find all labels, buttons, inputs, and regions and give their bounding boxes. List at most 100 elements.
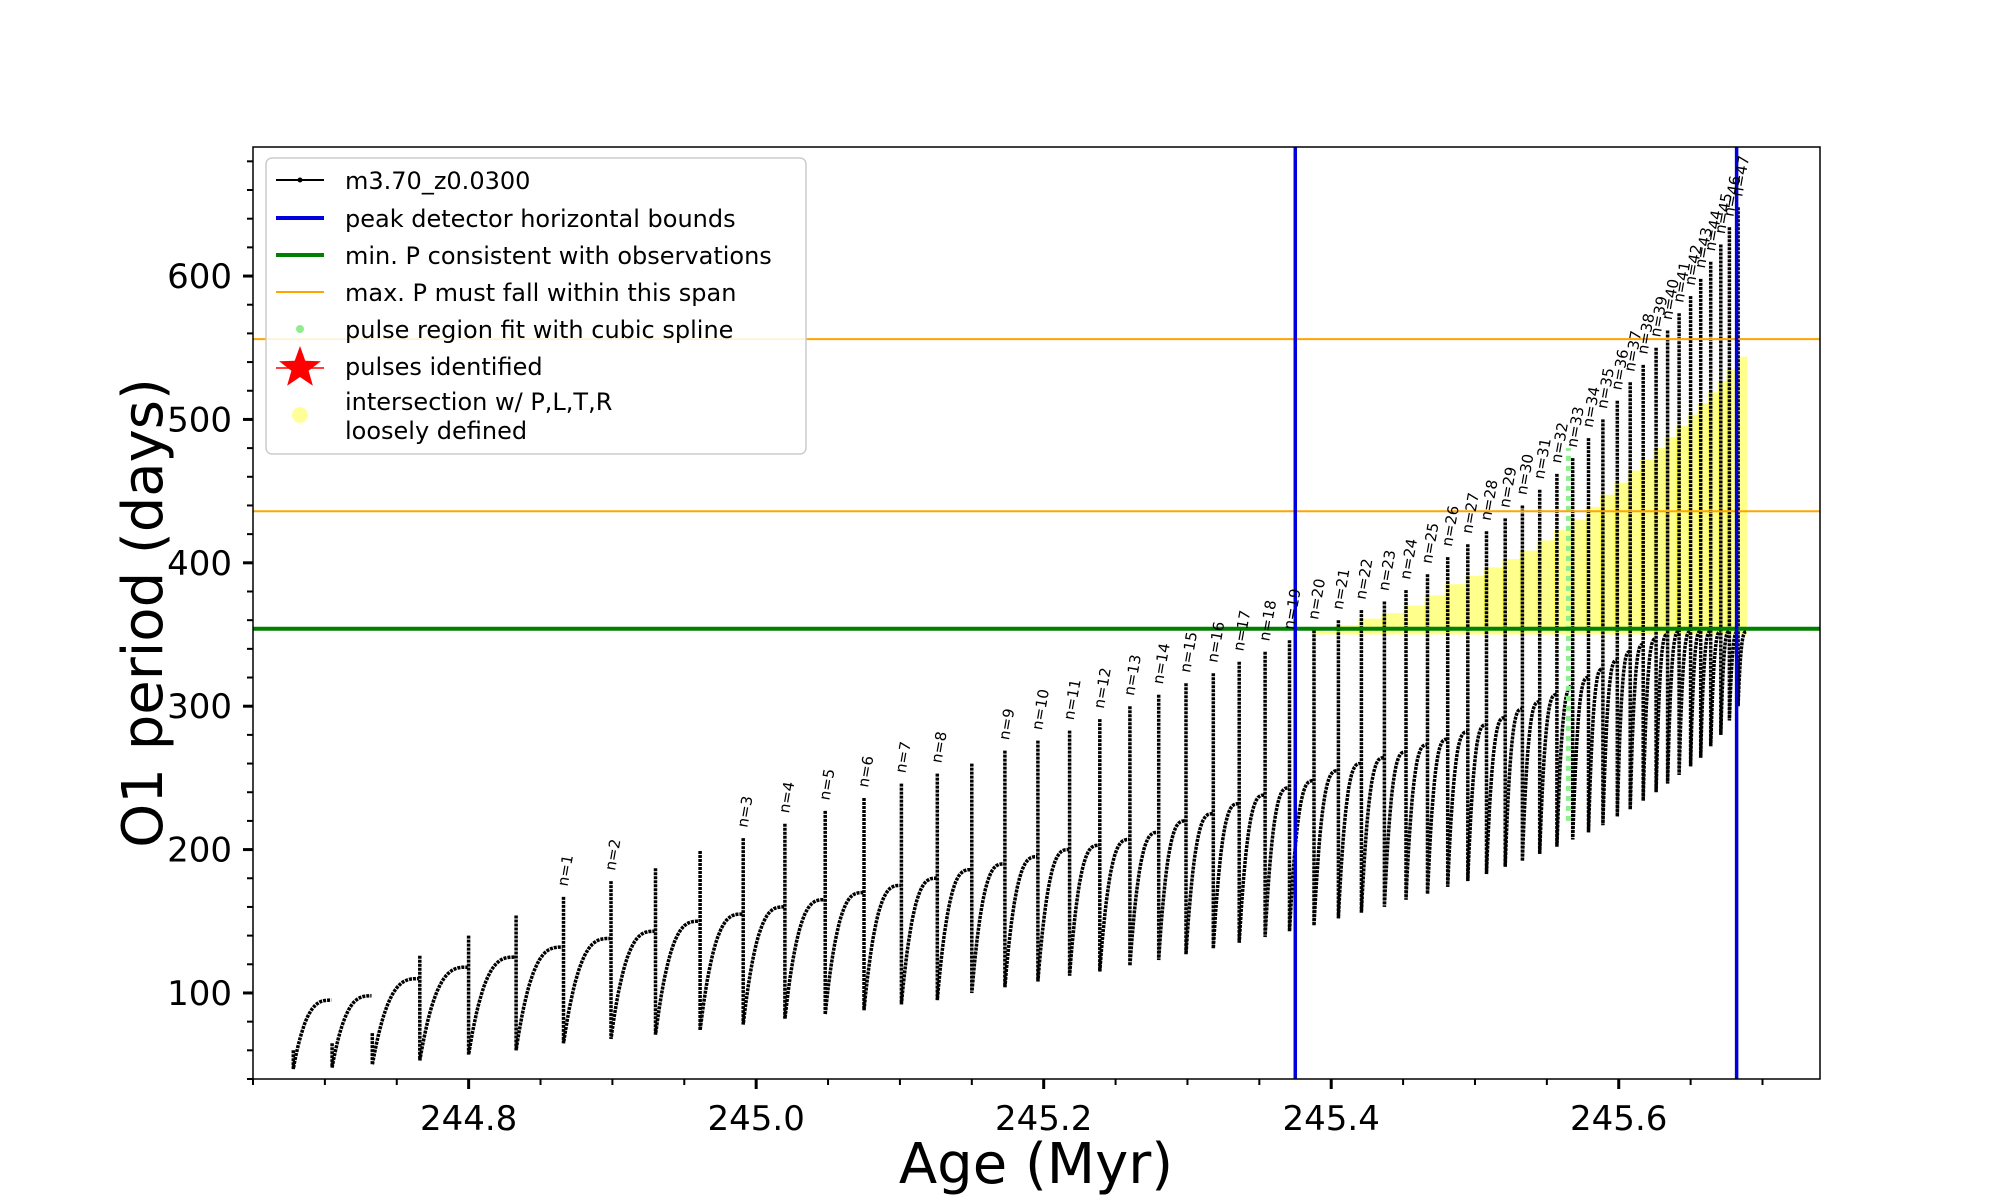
intersection-band — [1483, 567, 1505, 635]
pulse-label: n=4 — [775, 780, 798, 814]
period-track-layer — [291, 207, 1747, 1070]
pulse-cycle — [698, 851, 743, 1031]
intersection-band — [1464, 575, 1486, 635]
pulse-label: n=6 — [854, 754, 877, 788]
legend-label: min. P consistent with observations — [345, 242, 772, 270]
intersection-band — [1310, 631, 1338, 635]
pulse-cycle — [330, 994, 372, 1068]
plot-frame — [252, 146, 1821, 1080]
legend-swatch-track-marker — [297, 177, 303, 183]
pulse-cycle — [1336, 620, 1361, 919]
star-icon — [279, 346, 321, 386]
pulse-cycle — [783, 823, 825, 1020]
pulse-cycle — [609, 881, 655, 1040]
y-tick-label: 400 — [167, 544, 232, 584]
pulse-cycle — [1359, 610, 1384, 913]
legend-label: peak detector horizontal bounds — [345, 205, 736, 233]
pulse-cycle — [1484, 531, 1505, 875]
pulse-cycle — [653, 868, 700, 1035]
pulse-cycle — [1156, 694, 1186, 961]
pulse-cycle — [1263, 651, 1289, 938]
y-tick-label: 200 — [167, 831, 232, 871]
pulse-cycle — [466, 935, 516, 1055]
x-tick-label: 245.6 — [1570, 1099, 1667, 1139]
pulse-cycle — [1404, 590, 1428, 900]
pulse-cycle — [1601, 419, 1617, 826]
y-axis-title: O1 period (days) — [111, 378, 176, 848]
pulse-cycle — [1586, 438, 1603, 833]
pulse-cycle — [1736, 207, 1747, 707]
pulse-cycle — [1708, 261, 1721, 747]
pulse-cycle — [1067, 730, 1100, 976]
pulse-cycle — [1036, 740, 1069, 982]
intersection-band — [1717, 381, 1729, 635]
pulse-cycle — [1677, 313, 1691, 776]
intersection-band — [1536, 540, 1556, 635]
pulse-cycle — [1445, 557, 1468, 887]
legend-swatch-big-dot — [292, 407, 308, 423]
pulse-cycle — [1503, 518, 1523, 867]
pulse-cycle — [1425, 574, 1448, 895]
legend-label: m3.70_z0.0300 — [345, 167, 530, 195]
legend-label: pulse region fit with cubic spline — [345, 316, 733, 344]
axes-layer: 244.8 245.0 245.2 245.4 245.6 100 200 300 400 500… — [167, 160, 1764, 1139]
legend-label: intersection w/ P,L,T,R — [345, 388, 612, 416]
x-tick-label: 245.4 — [1283, 1099, 1380, 1139]
legend-label: max. P must fall within this span — [345, 279, 736, 307]
pulse-cycle — [1520, 505, 1540, 862]
pulse-cycle — [1570, 458, 1589, 840]
pulse-cycle — [1184, 683, 1213, 955]
pulse-cycle — [1654, 347, 1668, 793]
pulse-cycle — [1128, 706, 1159, 966]
intersection-band — [1444, 584, 1467, 635]
pulse-label: n=1 — [554, 853, 577, 887]
x-tick-label: 245.2 — [995, 1099, 1092, 1139]
pulse-label: n=2 — [601, 838, 624, 872]
pulse-cycle — [1312, 630, 1338, 926]
intersection-region-layer — [1310, 356, 1748, 635]
pulse-cycle — [1688, 296, 1701, 767]
y-tick-label: 100 — [167, 974, 232, 1014]
pulse-cycle — [514, 915, 563, 1051]
y-tick-label: 500 — [167, 400, 232, 440]
legend-swatch-dot — [296, 325, 304, 333]
pulse-cycle — [291, 998, 332, 1070]
pulse-cycle — [1098, 719, 1130, 972]
pulse-cycle — [1237, 661, 1265, 943]
pulse-cycle — [1466, 544, 1487, 882]
pulse-cycle — [970, 763, 1005, 994]
pulse-cycle — [418, 955, 468, 1061]
legend-label-line2: loosely defined — [345, 417, 527, 445]
y-tick-label: 600 — [167, 257, 232, 297]
intersection-band — [1726, 369, 1738, 635]
intersection-band — [1614, 482, 1630, 635]
pulse-cycle — [741, 838, 785, 1025]
intersection-band — [1519, 550, 1539, 635]
pulse-label: n=5 — [815, 767, 838, 801]
pulse-cycle — [1698, 278, 1711, 758]
pulse-label: n=3 — [733, 795, 756, 829]
pulse-label: n=7 — [892, 740, 915, 774]
y-tick-label: 300 — [167, 687, 232, 727]
pulse-cycle — [1382, 601, 1406, 907]
intersection-band — [1424, 595, 1447, 635]
pulse-label: n=9 — [995, 707, 1018, 741]
pulse-cycle — [1641, 364, 1656, 801]
pulse-cycle — [823, 810, 864, 1015]
pulse-cycle — [1628, 382, 1644, 810]
x-tick-label: 245.0 — [707, 1099, 804, 1139]
pulse-cycle — [862, 798, 901, 1011]
x-axis-title: Age (Myr) — [899, 1132, 1173, 1197]
x-tick-label: 244.8 — [420, 1099, 517, 1139]
pulse-cycle — [370, 976, 419, 1066]
intersection-band — [1502, 559, 1522, 635]
pulse-cycle — [1537, 489, 1557, 854]
pulse-label: n=8 — [928, 730, 951, 764]
legend-label: pulses identified — [345, 353, 543, 381]
pulse-cycle — [1615, 400, 1630, 817]
pulse-cycle — [1665, 330, 1680, 784]
pulse-cycle — [561, 896, 610, 1044]
legend-box — [265, 157, 807, 455]
